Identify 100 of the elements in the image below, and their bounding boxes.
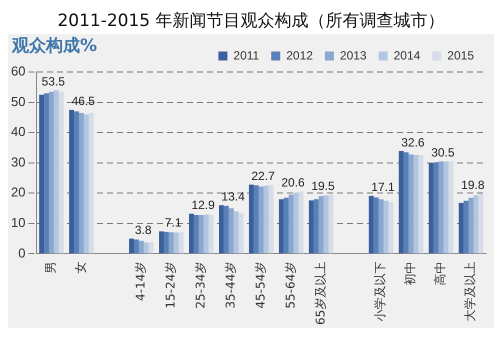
- bar: [164, 232, 169, 254]
- data-label: 19.8: [461, 178, 485, 192]
- bar: [378, 199, 384, 254]
- bar: [434, 162, 439, 254]
- data-label: 32.6: [401, 135, 425, 150]
- bar: [39, 94, 44, 254]
- x-tick-label: 65岁及以上: [313, 262, 328, 326]
- x-tick-label: 男: [44, 262, 58, 274]
- x-tick-label: 初中: [403, 262, 418, 286]
- y-tick-label: 0: [18, 245, 26, 260]
- bar: [238, 213, 244, 254]
- y-axis-title: 观众构成%: [11, 36, 98, 56]
- bar: [44, 93, 49, 254]
- bar: [138, 240, 144, 254]
- bar: [478, 194, 484, 254]
- bar: [294, 192, 299, 254]
- bar: [159, 231, 164, 254]
- bar: [264, 186, 269, 254]
- legend-label: 2012: [286, 48, 314, 62]
- data-label: 3.8: [134, 222, 152, 237]
- bar: [58, 92, 64, 254]
- bar: [328, 194, 334, 254]
- data-label: 19.5: [311, 178, 335, 193]
- bar: [254, 185, 259, 254]
- bar: [218, 205, 224, 254]
- x-tick-label: 15-24岁: [163, 262, 178, 309]
- bar: [324, 195, 329, 254]
- data-label: 30.5: [431, 146, 455, 160]
- bar: [428, 163, 434, 254]
- bar: [288, 194, 294, 254]
- y-tick-label: 40: [10, 124, 26, 140]
- x-tick-label: 大学及以上: [463, 262, 478, 322]
- x-tick-label: 女: [74, 262, 88, 274]
- bar: [444, 161, 448, 254]
- bar: [418, 154, 424, 254]
- data-label: 13.4: [221, 190, 246, 204]
- bar: [438, 161, 444, 254]
- data-label: 12.9: [191, 198, 216, 212]
- bar: [284, 198, 289, 254]
- bar: [148, 242, 154, 254]
- bar: [189, 214, 194, 254]
- bar: [368, 196, 374, 254]
- bar: [134, 239, 139, 254]
- bar: [458, 202, 464, 254]
- bar: [168, 232, 174, 254]
- x-tick-label: 55-64岁: [283, 262, 298, 309]
- bar: [88, 112, 94, 254]
- bar: [78, 112, 84, 254]
- y-tick-label: 60: [10, 64, 26, 79]
- data-label: 17.1: [371, 180, 395, 194]
- x-tick-label: 4-14岁: [133, 262, 148, 301]
- bar: [198, 214, 204, 254]
- bar: [194, 214, 199, 254]
- bar: [144, 242, 149, 254]
- bar: [48, 92, 54, 254]
- data-label: 53.5: [42, 74, 66, 88]
- bar: [228, 208, 234, 254]
- bar: [174, 232, 179, 254]
- bar: [464, 200, 469, 254]
- bar: [473, 195, 478, 254]
- data-label: 20.6: [281, 176, 306, 190]
- bar: [314, 199, 319, 254]
- bar: [129, 238, 134, 254]
- bar: [224, 206, 229, 254]
- x-tick-label: 25-34岁: [193, 262, 208, 309]
- bar: [388, 202, 394, 254]
- bar: [69, 110, 74, 254]
- bar: [178, 232, 184, 254]
- data-label: 46.5: [72, 94, 96, 108]
- bar: [374, 197, 379, 254]
- y-tick-label: 20: [10, 184, 26, 200]
- bar: [74, 111, 79, 254]
- x-tick-label: 35-44岁: [223, 262, 238, 309]
- data-label: 22.7: [251, 168, 276, 183]
- bar: [84, 114, 89, 254]
- bar: [248, 184, 254, 254]
- bar: [268, 184, 274, 254]
- bar: [298, 191, 304, 254]
- bar: [384, 200, 388, 254]
- legend-label: 2011: [233, 48, 260, 62]
- bar: [414, 154, 418, 254]
- bar: [208, 214, 214, 254]
- x-tick-label: 高中: [433, 262, 448, 286]
- x-tick-label: 45-54岁: [253, 262, 268, 309]
- bar: [448, 161, 454, 254]
- legend-label: 2015: [447, 48, 474, 62]
- bar: [258, 186, 264, 254]
- bar: [318, 196, 324, 254]
- bar: [468, 198, 474, 254]
- y-tick-label: 50: [10, 94, 26, 109]
- chart-title: 2011-2015 年新闻节目观众构成（所有调查城市）: [56, 10, 446, 33]
- legend-label: 2014: [394, 48, 421, 62]
- bar: [398, 151, 404, 254]
- bar: [278, 199, 284, 254]
- y-tick-label: 30: [10, 154, 26, 170]
- y-tick-label: 10: [10, 215, 26, 230]
- bar: [204, 214, 209, 254]
- bar: [54, 90, 59, 254]
- bar: [408, 154, 414, 254]
- bar: [404, 152, 409, 254]
